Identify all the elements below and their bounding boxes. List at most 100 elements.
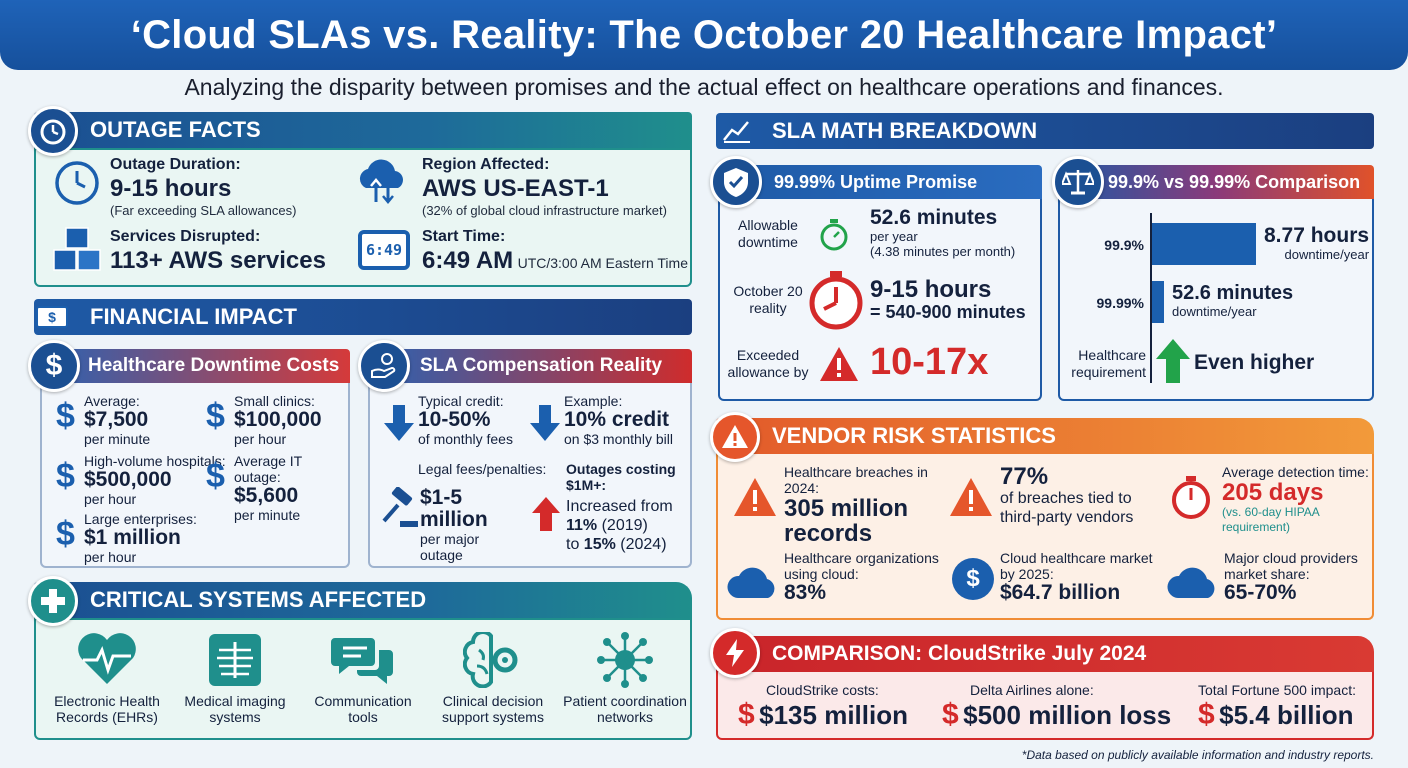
uptime-promise-header: 99.99% Uptime Promise: [718, 165, 1042, 199]
cost-unit: per minute: [234, 507, 301, 524]
exceed-value: 10-17x: [870, 341, 989, 383]
comparison-card: 99.9% vs 99.99% Comparison 99.9% 8.77 ho…: [1058, 165, 1374, 401]
system-item: Clinical decision support systems: [428, 630, 558, 725]
bar-unit: downtime/year: [1172, 304, 1257, 319]
typical-credit: Typical credit: 10-50% of monthly fees: [418, 393, 513, 447]
share-label: Major cloud providers market share:: [1224, 550, 1358, 583]
system-item: Electronic Health Records (EHRs): [42, 632, 172, 725]
page-title: ‘Cloud SLAs vs. Reality: The October 20 …: [130, 12, 1278, 57]
outage-stopwatch-icon: [28, 106, 78, 156]
timer-icon: [820, 219, 848, 251]
alert-shield-icon: [710, 412, 760, 462]
footnote: *Data based on publicly available inform…: [1021, 748, 1374, 762]
cost-item: Small clinics: $100,000 per hour: [234, 393, 322, 447]
cost-item: Average: $7,500 per minute: [84, 393, 150, 447]
digital-clock-icon: 6:49: [358, 230, 410, 270]
bar-unit: downtime/year: [1284, 247, 1370, 263]
cubes-icon: [53, 227, 101, 271]
legal-value: $1-5 million: [420, 486, 488, 532]
cost-label: High-volume hospitals:: [84, 453, 226, 469]
dollar-icon: $: [56, 457, 75, 495]
page-subtitle: Analyzing the disparity between promises…: [184, 74, 1224, 100]
downtime-costs-panel: $ Average: $7,500 per minute $ Small cli…: [40, 383, 350, 568]
cost-item: Large enterprises: $1 million per hour: [84, 511, 197, 565]
dollar-icon: $: [56, 397, 75, 435]
cloud-use-value: 83%: [784, 581, 827, 605]
cost-item: High-volume hospitals: $500,000 per hour: [84, 453, 226, 507]
allow-label: Allowable downtime: [738, 217, 798, 250]
region-label: Region Affected:: [422, 156, 550, 173]
comparison-panel: 99.9% 8.77 hours downtime/year 99.99% 52…: [1058, 199, 1374, 401]
breaches-value: 305 million records: [784, 495, 909, 548]
oct-value: 9-15 hours: [870, 276, 992, 303]
outages-label: Outages costing $1M+:: [566, 461, 676, 494]
cs-item: $ $135 million: [738, 698, 908, 732]
services-label: Services Disrupted:: [110, 228, 261, 245]
detection-note: (vs. 60-day HIPAA requirement): [1222, 505, 1320, 534]
clock-icon: [55, 161, 99, 205]
critical-systems-panel: Electronic Health Records (EHRs) Medical…: [34, 618, 692, 740]
cs-item: $ $5.4 billion: [1198, 698, 1354, 732]
system-label: Communication tools: [314, 693, 412, 725]
outages-y1: (2019): [601, 517, 648, 535]
downtime-costs-header: Healthcare Downtime Costs: [40, 349, 350, 383]
trend-chart-icon: [723, 121, 750, 143]
downtime-costs-card: Healthcare Downtime Costs $ Average: $7,…: [40, 349, 350, 568]
system-item: Medical imaging systems: [172, 632, 298, 725]
crowdstrike-section: COMPARISON: CloudStrike July 2024 CloudS…: [716, 636, 1374, 740]
arrow-up-icon: [532, 497, 560, 531]
dollar-circle-icon: $: [28, 340, 80, 392]
cost-value: $5,600: [234, 484, 299, 507]
dollar-icon: $: [1198, 698, 1215, 731]
cs-label: Total Fortune 500 impact:: [1198, 682, 1356, 698]
downtime-costs-title: Healthcare Downtime Costs: [88, 355, 340, 376]
heart-pulse-icon: [78, 633, 136, 684]
money-icon: $: [36, 306, 68, 328]
cost-value: $1 million: [84, 526, 181, 549]
cloud-icon: [727, 567, 775, 598]
sla-math-header: SLA MATH BREAKDOWN: [716, 113, 1374, 149]
typical-label: Typical credit:: [418, 393, 504, 409]
system-label: Medical imaging systems: [184, 693, 286, 725]
digital-clock-text: 6:49: [365, 241, 403, 259]
allow-unit: per year: [870, 229, 918, 245]
cs-item: $ $500 million loss: [942, 698, 1171, 732]
arrow-down-icon: [384, 405, 414, 441]
cost-unit: per hour: [234, 431, 287, 448]
chart-axis: [1150, 213, 1152, 383]
cs-value: $135 million: [759, 700, 908, 730]
bar-99-99: [1152, 281, 1164, 323]
arrow-up-green-icon: [1156, 339, 1190, 383]
allow-block: 52.6 minutes per year (4.38 minutes per …: [870, 206, 1016, 260]
req-value: Even higher: [1194, 351, 1315, 374]
start-row: 6:49 AM UTC/3:00 AM Eastern Time: [422, 248, 688, 273]
crowdstrike-panel: CloudStrike costs: $ $135 million Delta …: [716, 672, 1374, 740]
arrow-down-icon: [530, 405, 560, 441]
cost-value: $500,000: [84, 468, 172, 491]
allow-note: (4.38 minutes per month): [870, 244, 1016, 260]
financial-impact-header: FINANCIAL IMPACT: [34, 299, 692, 335]
compensation-title: SLA Compensation Reality: [420, 355, 663, 376]
bar-label: 52.6 minutes downtime/year: [1172, 283, 1293, 320]
row-label: 99.99%: [1096, 295, 1144, 311]
cloud-use-label: Healthcare organizations using cloud:: [784, 550, 939, 583]
third-party-block: 77% of breaches tied to third-party vend…: [1000, 464, 1160, 528]
hand-coins-icon: [358, 340, 410, 392]
cloud-icon: [1167, 567, 1215, 598]
title-banner: ‘Cloud SLAs vs. Reality: The October 20 …: [0, 0, 1408, 70]
outage-facts-header: OUTAGE FACTS: [34, 112, 692, 148]
brain-gear-icon: [462, 630, 518, 689]
cost-unit: per hour: [84, 491, 137, 508]
dollar-icon: $: [206, 457, 225, 495]
legal-unit: per major outage: [420, 531, 480, 564]
region-note: (32% of global cloud infrastructure mark…: [422, 203, 667, 218]
dollar-icon: $: [206, 397, 225, 435]
cloud-use-block: Healthcare organizations using cloud: 83…: [784, 550, 954, 604]
cost-label: Small clinics:: [234, 393, 315, 409]
outage-facts-panel: Outage Duration: 9-15 hours (Far exceedi…: [34, 148, 692, 287]
system-item: Communication tools: [298, 632, 428, 725]
warning-icon: [820, 347, 858, 381]
detection-block: Average detection time: 205 days (vs. 60…: [1222, 464, 1372, 534]
compensation-panel: Typical credit: 10-50% of monthly fees E…: [368, 383, 692, 568]
xray-icon: [209, 634, 261, 686]
